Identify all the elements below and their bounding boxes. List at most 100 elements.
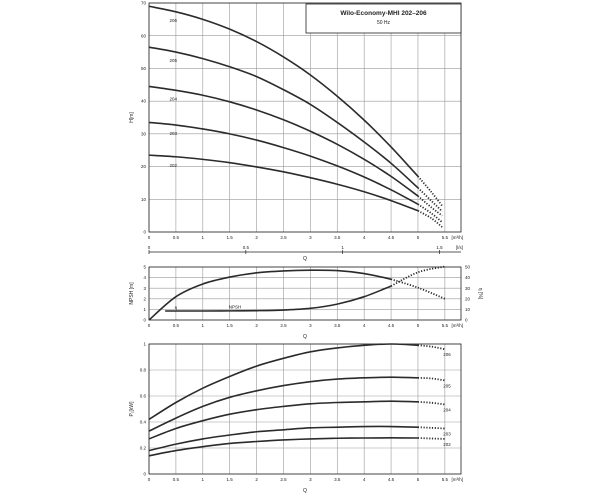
series-label-205: 205	[169, 58, 177, 63]
x-tick-label: 0.5	[173, 477, 180, 482]
x-tick-label: 2	[255, 477, 258, 482]
x-tick-label: 1	[202, 477, 205, 482]
x-tick-label: 0.5	[173, 323, 180, 328]
x-tick-label: 1.5	[227, 323, 234, 328]
x-tick-label: 5	[417, 477, 420, 482]
x-tick-label: 2	[255, 235, 258, 240]
x-unit-label: [m³/h]	[451, 477, 463, 482]
series-extension-206	[417, 344, 446, 351]
x-tick-label: 3	[309, 323, 312, 328]
series-line-203	[148, 425, 418, 452]
y-tick-label: 0.8	[140, 368, 147, 373]
x-tick-label: 0	[148, 477, 151, 482]
series-extension-202	[417, 437, 445, 440]
x-tick-label: 5	[417, 323, 420, 328]
y-tick-label: 1	[143, 307, 146, 312]
plot-frame	[148, 343, 462, 475]
y-tick-label: 0.2	[140, 446, 147, 451]
series-line-206	[148, 5, 419, 177]
series-line-203	[148, 121, 419, 205]
y-tick-label: 3	[143, 286, 146, 291]
y2-tick-label: 0	[465, 318, 468, 323]
y-tick-label: 50	[141, 66, 147, 71]
x-tick-label: 4.5	[388, 477, 395, 482]
y-tick-label: 70	[141, 1, 147, 6]
x-tick-label: 5	[417, 235, 420, 240]
x-tick-label: 1	[202, 235, 205, 240]
series-label-203: 203	[443, 432, 451, 437]
series-label-204: 204	[443, 407, 451, 412]
x-tick-label: 1.5	[227, 235, 234, 240]
title-box	[305, 3, 462, 34]
x-tick-label: 3.5	[334, 477, 341, 482]
y-tick-label: 60	[141, 33, 147, 38]
series-label-202: 202	[443, 442, 451, 447]
series-label-NPSH: NPSH	[229, 304, 242, 309]
y-tick-label: 1	[143, 342, 146, 347]
x-axis-label: Q	[303, 334, 307, 340]
y2-tick-label: 50	[465, 265, 471, 270]
series-extension-203	[417, 203, 443, 223]
y-tick-label: 0	[143, 318, 146, 323]
y-tick-label: 2	[143, 296, 146, 301]
series-label-202: 202	[169, 163, 177, 168]
x-tick-label: 4	[363, 477, 366, 482]
series-label-205: 205	[443, 383, 451, 388]
series-label-203: 203	[169, 131, 177, 136]
y-tick-label: 10	[141, 197, 147, 202]
series-line-204	[148, 85, 419, 197]
x-tick-label: 0.5	[173, 235, 180, 240]
y2-tick-label: 20	[465, 296, 471, 301]
x-tick-label: 2	[255, 323, 258, 328]
series-extension-204	[417, 195, 443, 217]
series-label-η: η	[175, 305, 178, 310]
x-tick-label: 1.5	[227, 477, 234, 482]
y-tick-label: 0.4	[140, 420, 147, 425]
y2-tick-label: 30	[465, 286, 471, 291]
series-line-205	[148, 376, 418, 432]
series-extension-204	[417, 400, 445, 406]
series-line-202	[148, 154, 419, 212]
x-tick-label: 5.5	[442, 235, 449, 240]
x-unit-label: [m³/h]	[451, 323, 463, 328]
secondary-x-tick-label: 1.5	[436, 245, 443, 250]
x-tick-label: 4	[363, 235, 366, 240]
secondary-x-tick-label: 1	[341, 245, 344, 250]
x-tick-label: 0	[148, 323, 151, 328]
y2-tick-label: 10	[465, 307, 471, 312]
y-tick-label: 0	[143, 230, 146, 235]
x-tick-label: 4	[363, 323, 366, 328]
y-axis-label: H[m]	[129, 112, 135, 123]
series-label-206: 206	[169, 18, 177, 23]
series-line-NPSH	[165, 285, 392, 312]
x-tick-label: 2.5	[280, 477, 287, 482]
x-tick-label: 3.5	[334, 235, 341, 240]
y-tick-label: 5	[143, 265, 146, 270]
x-axis-label: Q	[303, 256, 307, 262]
x-tick-label: 1	[202, 323, 205, 328]
y-tick-label: 0	[143, 472, 146, 477]
plot-frame	[148, 266, 462, 321]
y-tick-label: 30	[141, 131, 147, 136]
series-label-204: 204	[169, 96, 177, 101]
x-tick-label: 2.5	[280, 323, 287, 328]
secondary-x-unit-label: [l/s]	[456, 245, 463, 250]
series-line-206	[148, 343, 419, 421]
y-axis-label: P₁[kW]	[129, 401, 135, 417]
x-tick-label: 0	[148, 235, 151, 240]
y-axis-label: NPSH [m]	[129, 282, 135, 305]
series-extension-η	[390, 278, 446, 300]
y2-tick-label: 40	[465, 275, 471, 280]
y-tick-label: 20	[141, 164, 147, 169]
series-line-205	[148, 46, 419, 189]
x-tick-label: 3.5	[334, 323, 341, 328]
series-label-206: 206	[443, 352, 451, 357]
y2-axis-label: η [%]	[477, 288, 483, 300]
x-unit-label: [m³/h]	[451, 235, 463, 240]
series-extension-205	[417, 187, 443, 213]
series-extension-206	[417, 175, 443, 207]
secondary-x-tick-label: 0.5	[243, 245, 250, 250]
series-line-204	[148, 400, 418, 440]
series-line-202	[148, 437, 418, 457]
